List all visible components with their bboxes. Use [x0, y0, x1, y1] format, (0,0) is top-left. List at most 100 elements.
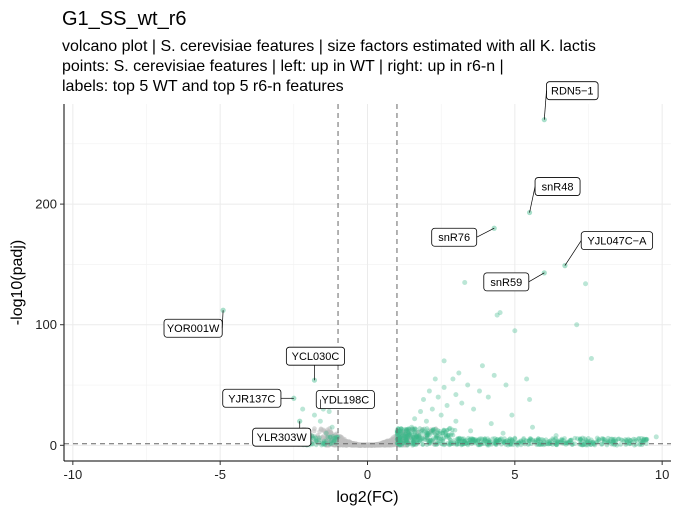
point-significant — [565, 439, 570, 445]
point-label: YJR137C — [228, 393, 275, 405]
point-significant — [582, 436, 588, 442]
point-significant — [443, 432, 449, 438]
point-significant — [417, 437, 423, 443]
point-significant — [489, 442, 495, 447]
point-significant — [438, 438, 444, 444]
labeled-point: RDN5−1 — [541, 81, 599, 123]
point-significant — [322, 441, 327, 447]
point-significant — [446, 432, 452, 438]
point-significant — [551, 437, 556, 442]
point-significant — [463, 441, 469, 446]
point-significant — [409, 424, 415, 430]
point-significant — [441, 428, 446, 434]
point-significant — [605, 438, 611, 444]
point-significant — [411, 440, 416, 445]
point-significant — [404, 436, 410, 441]
point-significant — [528, 437, 534, 442]
point-significant — [539, 437, 545, 442]
point-significant — [326, 409, 332, 415]
point-significant — [493, 441, 499, 446]
point-significant — [330, 434, 336, 439]
point-significant — [502, 436, 507, 441]
point-significant — [415, 435, 421, 441]
point-significant — [484, 439, 490, 444]
point-significant — [423, 418, 429, 424]
point-significant — [397, 439, 402, 444]
point-significant — [416, 433, 422, 438]
point-significant — [448, 437, 453, 443]
point-significant — [414, 435, 419, 440]
point-significant — [624, 438, 629, 444]
label-leader — [221, 310, 224, 329]
point-significant — [410, 439, 416, 444]
point-significant — [417, 433, 422, 438]
point-significant — [470, 437, 475, 443]
point-significant — [488, 421, 494, 427]
point-significant — [508, 441, 514, 446]
point-significant — [605, 435, 611, 441]
point-significant — [398, 430, 404, 435]
point-significant — [582, 442, 587, 447]
point-significant — [331, 438, 337, 444]
point-label: YDL198C — [322, 394, 370, 406]
point-significant — [405, 432, 411, 438]
point-significant — [609, 441, 614, 447]
point-significant — [590, 439, 595, 445]
x-tick-label: 0 — [364, 467, 371, 482]
point-significant — [397, 439, 402, 445]
point-significant — [627, 440, 632, 446]
point-nonsignificant — [311, 428, 317, 434]
point-significant — [424, 442, 430, 447]
point-significant — [403, 426, 408, 432]
point-significant — [410, 426, 415, 431]
point-significant — [419, 436, 424, 442]
point-nonsignificant — [416, 433, 422, 439]
point-significant — [412, 430, 418, 436]
point-significant — [493, 440, 498, 446]
point-significant — [406, 426, 412, 432]
point-significant — [440, 441, 445, 447]
point-significant — [495, 438, 500, 444]
point-significant — [415, 437, 421, 443]
point-significant — [428, 437, 433, 443]
point-significant — [473, 440, 479, 445]
point-significant — [463, 441, 468, 447]
point-significant — [403, 436, 409, 442]
point-significant — [409, 435, 414, 440]
point-significant — [456, 370, 462, 376]
point-significant — [613, 439, 619, 444]
point-significant — [417, 438, 423, 444]
point-significant — [563, 440, 568, 446]
point-significant — [413, 427, 419, 432]
point-significant — [439, 441, 444, 446]
point-significant — [580, 435, 586, 441]
point-significant — [526, 438, 532, 443]
point-significant — [600, 435, 605, 441]
point-significant — [424, 426, 430, 431]
point-significant — [396, 433, 401, 439]
point-nonsignificant — [322, 438, 328, 444]
point-significant — [470, 436, 476, 442]
point-significant — [515, 440, 521, 446]
point-significant — [583, 437, 589, 443]
point-significant — [473, 438, 479, 443]
point-significant — [508, 441, 514, 447]
point-significant — [497, 310, 503, 316]
point-significant — [621, 439, 627, 444]
point-significant — [546, 439, 552, 444]
point-significant — [419, 435, 425, 441]
point-significant — [405, 435, 411, 440]
point-significant — [543, 437, 549, 442]
significant-points — [288, 280, 659, 443]
point-significant — [591, 441, 597, 447]
point-significant — [480, 437, 485, 442]
point-significant — [502, 439, 508, 444]
point-significant — [478, 439, 484, 445]
point-significant — [639, 435, 644, 441]
point-significant — [627, 437, 633, 443]
point-significant — [577, 437, 583, 442]
label-leader — [529, 186, 536, 213]
point-significant — [494, 437, 499, 442]
point-significant — [507, 437, 512, 442]
point-significant — [428, 437, 433, 443]
